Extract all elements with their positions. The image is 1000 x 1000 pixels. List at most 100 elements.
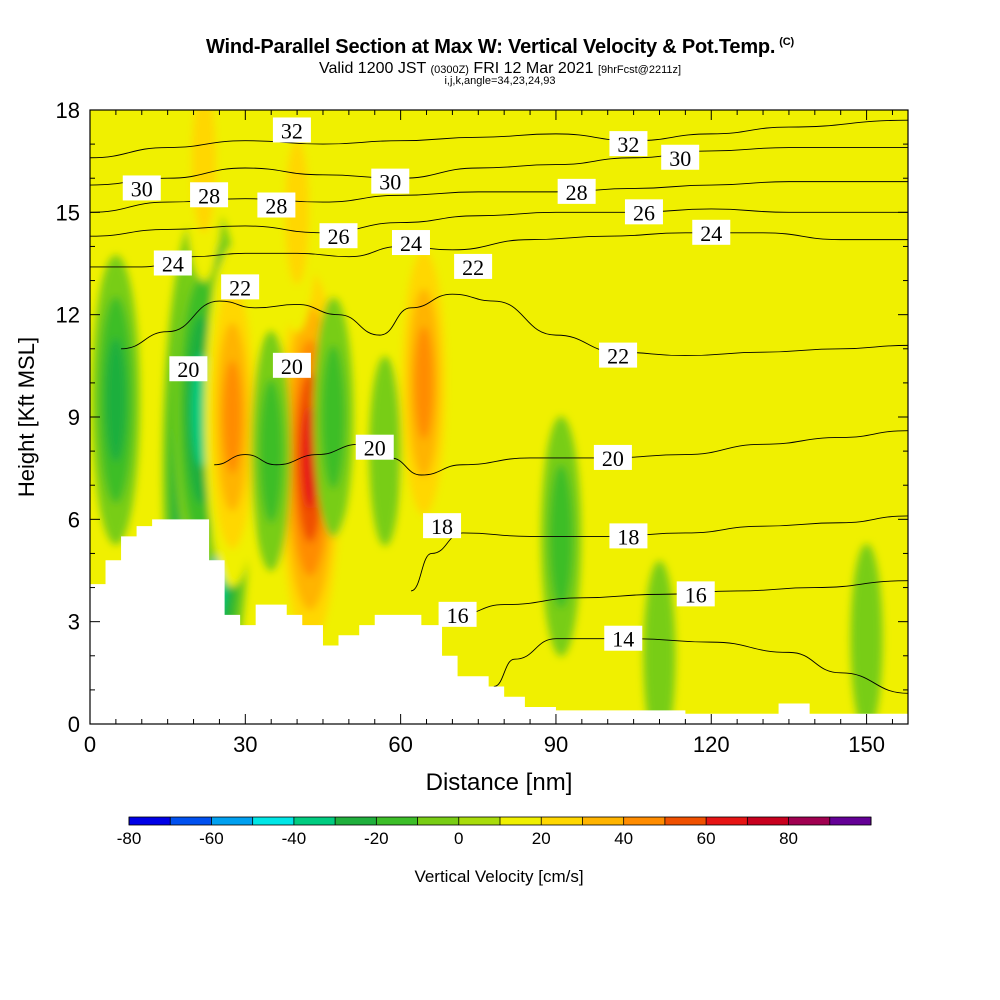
colorbar-swatch [664,817,707,825]
contour-label: 32 [272,117,311,143]
velocity-cell-8 [313,297,354,537]
colorbar-swatch [582,817,625,825]
contour-label: 30 [661,144,700,171]
velocity-cell-7 [277,110,318,333]
contour-label-text: 24 [400,231,422,256]
contour-label: 20 [272,352,311,379]
contour-label-text: 26 [328,224,350,249]
title-unit: (C) [779,36,794,49]
colorbar-tick-label: 20 [532,829,551,848]
contour-label: 18 [423,513,462,539]
contour-label-text: 24 [162,252,184,277]
contour-label: 16 [438,601,477,628]
contour-label: 24 [391,230,430,256]
colorbar-swatch [376,817,419,825]
contour-label: 28 [557,178,596,205]
contour-label-text: 20 [177,357,199,382]
contour-label: 30 [371,168,410,195]
colorbar-swatch [252,817,295,825]
y-tick-label: 12 [56,303,80,328]
contour-label-text: 30 [669,146,691,171]
colorbar-swatch [335,817,377,825]
colorbar-frame [128,816,872,826]
colorbar-tick-label: -80 [117,829,142,848]
colorbar-tick-label: 40 [614,829,633,848]
contour-label: 28 [190,182,229,208]
contour-label: 30 [122,175,161,201]
y-tick-label: 15 [56,200,80,225]
x-tick-label: 150 [848,732,885,757]
valid-time: Valid 1200 JST (0300Z) FRI 12 Mar 2021 [… [318,60,682,77]
isentrope-30 [90,147,908,186]
contour-label: 14 [604,625,643,652]
velocity-band [414,326,434,440]
contour-label-text: 22 [229,275,251,300]
contour-label-text: 14 [612,627,634,652]
velocity-cell-5 [395,212,452,553]
contour-label-text: 32 [281,118,303,143]
contour-labels: 32 30 28 28 30 26 24 24 22 22 20 20 20 18 16 32 30 28 26 24… [122,117,731,652]
colorbar-swatch [170,817,212,825]
velocity-cell-12 [643,560,676,724]
colorbar-swatch [293,817,336,825]
x-tick-label: 120 [693,732,730,757]
contour-label: 24 [153,250,192,277]
x-axis-label: Distance [nm] [426,769,573,796]
colorbar-swatch [541,817,583,825]
contour-label-text: 20 [281,354,303,379]
colorbar-swatch [788,817,831,825]
colorbar-swatch [829,817,872,825]
colorbar-swatch [458,817,501,825]
velocity-band [321,345,346,489]
contour-label-text: 26 [633,200,655,225]
colorbar-tick-label: 60 [697,829,716,848]
y-tick-label: 0 [68,712,80,737]
contour-label: 22 [599,342,638,369]
contour-label-text: 18 [431,514,453,539]
contour-label: 22 [454,253,493,280]
contour-label-text: 16 [685,582,707,607]
contour-label-text: 22 [462,255,484,280]
velocity-band [643,560,676,724]
contour-label-text: 30 [131,176,153,201]
colorbar-swatch [129,817,171,825]
contour-label: 32 [609,131,648,157]
y-tick-label: 9 [68,405,80,430]
isentrope-22 [121,293,908,357]
colorbar-tick-label: -40 [282,829,307,848]
x-tick-label: 30 [233,732,257,757]
x-axis: 0 30 60 90 120 150 [84,110,893,757]
contour-label: 20 [355,434,394,461]
colorbar-swatch [623,817,666,825]
velocity-cell-2 [91,254,140,545]
isentrope-20 [214,430,908,476]
colorbar-tick-label: -60 [199,829,224,848]
contour-label-text: 22 [607,344,629,369]
velocity-cell-6 [183,110,224,282]
colorbar-tick-label: -20 [364,829,389,848]
contour-label: 26 [319,223,358,249]
contour-label: 26 [624,199,663,225]
terrain [90,519,908,724]
velocity-band [223,360,242,474]
contour-label-text: 28 [566,180,588,205]
x-tick-label: 90 [544,732,568,757]
colorbar-swatch [747,817,790,825]
contour-label-text: 28 [198,183,220,208]
isentrope-14 [493,638,908,694]
chart-title: Wind-Parallel Section at Max W: Vertical… [206,36,794,58]
velocity-band [259,379,284,524]
contour-label: 18 [609,523,648,549]
colorbar-tick-label: 0 [454,829,463,848]
y-tick-label: 6 [68,507,80,532]
colorbar-swatch [211,817,254,825]
contour-label-text: 30 [379,170,401,195]
velocity-cell-3 [204,247,261,587]
contour-label-text: 32 [617,132,639,157]
plot-area: 32 30 28 28 30 26 24 24 22 22 20 20 20 18 16 32 30 28 26 24… [90,110,908,724]
isentrope-16 [457,580,908,616]
contour-label: 24 [692,219,731,246]
contour-label-text: 24 [700,221,722,246]
contour-label-text: 20 [364,436,386,461]
